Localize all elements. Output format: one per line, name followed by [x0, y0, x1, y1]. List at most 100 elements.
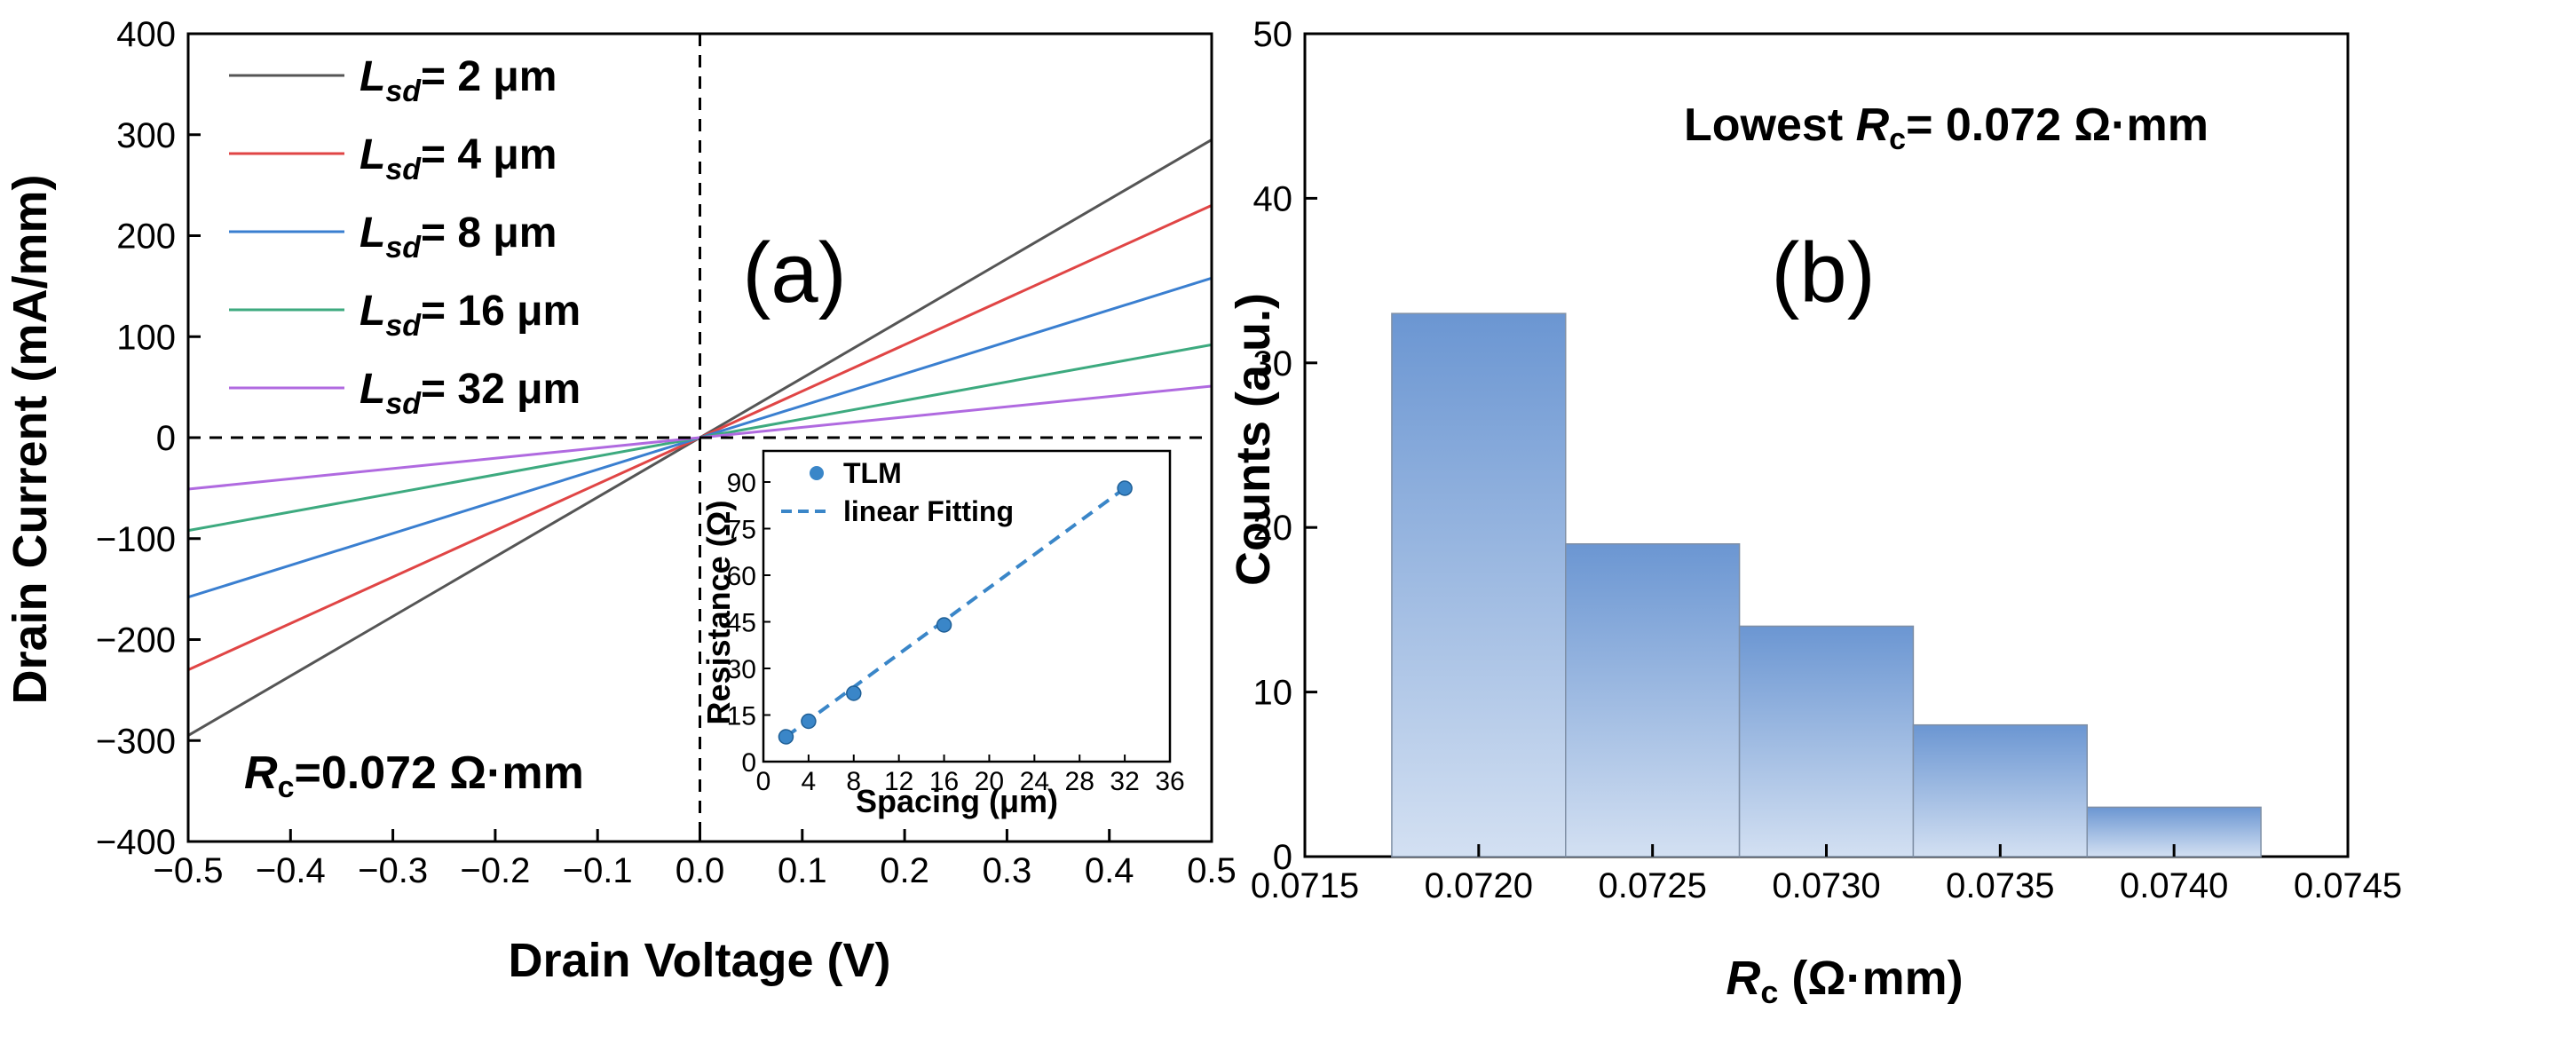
- inset-x-tick-label: 12: [884, 767, 913, 796]
- x-tick-label: 0.4: [1085, 851, 1134, 890]
- y-tick-label: 0: [156, 419, 176, 458]
- legend-subscript: sd: [385, 387, 422, 421]
- inset-x-tick-label: 4: [802, 767, 817, 796]
- inset-x-tick-label: 0: [756, 767, 771, 796]
- inset-x-tick-label: 20: [975, 767, 1004, 796]
- x-tick-label: −0.1: [563, 851, 633, 890]
- x-tick-label: 0.0730: [1772, 866, 1880, 905]
- x-tick-label: 0.5: [1187, 851, 1237, 890]
- legend-subscript: sd: [385, 231, 422, 265]
- inset-x-tick-label: 16: [929, 767, 959, 796]
- y-tick-label: 100: [116, 318, 176, 357]
- inset-x-tick-label: 28: [1065, 767, 1094, 796]
- chart-a-y-axis-title: Drain Current (mA/mm): [4, 174, 57, 704]
- chart-b-rc-symbol: R: [1856, 99, 1890, 151]
- x-tick-label: 0.0720: [1425, 866, 1533, 905]
- chart-b-rc-value: = 0.072 Ω·mm: [1906, 99, 2209, 151]
- inset-y-tick-label: 15: [727, 702, 756, 731]
- inset-y-tick-label: 0: [741, 748, 756, 778]
- chart-b-axis-ticks: 0.0715 0.0720 0.0725 0.0730 0.0735 0.0740 0.07…: [1251, 15, 2402, 905]
- chart-a-panel-label: (a): [742, 225, 846, 320]
- chart-a-rc-symbol: R: [244, 747, 278, 799]
- histogram-bar-0.0720: [1391, 312, 1567, 857]
- chart-a-rc-subscript: c: [278, 771, 295, 804]
- y-tick-label: 50: [1253, 15, 1293, 54]
- y-tick-label: 300: [116, 116, 176, 155]
- chart-b-rc-subscript: c: [1889, 122, 1906, 156]
- legend-symbol: L: [360, 209, 385, 257]
- y-tick-label: −200: [96, 621, 176, 660]
- legend-value: = 2 μm: [421, 53, 557, 100]
- chart-a-rc-annotation: Rc=0.072 Ω·mm: [244, 747, 584, 804]
- inset-y-tick-label: 60: [727, 562, 756, 591]
- inset-legend-marker: [810, 466, 824, 480]
- x-tick-label: 0.3: [983, 851, 1032, 890]
- legend-label: Lsd= 4 μm: [360, 131, 557, 186]
- inset-axis-ticks: 0 4 8 12 16 20 24 28 32 36 0 15 30 45 60 75 90: [727, 469, 1185, 796]
- legend-value: = 16 μm: [421, 288, 581, 335]
- inset-fit-line-group: [785, 486, 1126, 739]
- inset-y-axis-title: Resistance (Ω): [700, 501, 737, 725]
- legend-symbol: L: [360, 288, 385, 335]
- inset-plot-frame: [762, 449, 1172, 763]
- chart-b-x-axis-title: Rc (Ω·mm): [1726, 952, 1963, 1010]
- inset-y-tick-label: 75: [727, 516, 756, 545]
- x-tick-label: −0.5: [154, 851, 224, 890]
- legend-symbol: L: [360, 366, 385, 413]
- inset-data-point: [846, 685, 862, 701]
- y-tick-label: 200: [116, 217, 176, 257]
- legend-label: Lsd= 16 μm: [360, 288, 581, 343]
- chart-b: 0.0715 0.0720 0.0725 0.0730 0.0735 0.0740 0.07…: [1227, 15, 2402, 1010]
- chart-a-x-axis-title: Drain Voltage (V): [508, 934, 890, 987]
- chart-b-x-axis-unit: (Ω·mm): [1778, 952, 1963, 1005]
- legend-label: Lsd= 32 μm: [360, 366, 581, 421]
- inset-x-tick-label: 8: [846, 767, 861, 796]
- legend-subscript: sd: [385, 153, 422, 186]
- legend-value: = 8 μm: [421, 209, 557, 257]
- legend-value: = 32 μm: [421, 366, 581, 413]
- chart-a-inset: 0 4 8 12 16 20 24 28 32 36 0 15 30 45 60 75 90 TLM linear…: [700, 449, 1185, 819]
- x-tick-label: 0.0725: [1598, 866, 1706, 905]
- legend-subscript: sd: [385, 75, 422, 108]
- x-tick-label: −0.3: [358, 851, 428, 890]
- histogram-bar-0.0725: [1565, 542, 1741, 857]
- legend-label: Lsd= 2 μm: [360, 53, 557, 108]
- inset-legend-points-label: TLM: [843, 457, 902, 489]
- x-tick-label: 0.0745: [2294, 866, 2402, 905]
- inset-points-group: [778, 480, 1133, 745]
- chart-a-axis-ticks: −0.5 −0.4 −0.3 −0.2 −0.1 0.0 0.1 0.2 0.3 0.4 0.5 −4…: [96, 15, 1237, 890]
- legend-label: Lsd= 8 μm: [360, 209, 557, 265]
- y-tick-label: 10: [1253, 674, 1293, 713]
- chart-b-panel-label: (b): [1771, 225, 1875, 320]
- inset-x-tick-label: 32: [1110, 767, 1139, 796]
- chart-b-y-axis-title: Counts (a.u.): [1227, 293, 1280, 586]
- inset-data-point: [778, 729, 794, 745]
- inset-y-tick-label: 45: [727, 609, 756, 638]
- y-tick-label: 20: [1253, 509, 1293, 548]
- inset-data-point: [801, 713, 817, 730]
- histogram-bar-0.0730: [1738, 625, 1915, 857]
- y-tick-label: 0: [1273, 838, 1292, 877]
- inset-data-point: [936, 617, 952, 633]
- chart-b-lowest-annotation: Lowest Rc= 0.072 Ω·mm: [1684, 99, 2209, 156]
- x-tick-label: 0.0740: [2120, 866, 2228, 905]
- x-tick-label: −0.2: [460, 851, 530, 890]
- inset-y-tick-label: 90: [727, 469, 756, 498]
- inset-legend: TLM linear Fitting: [781, 457, 1014, 527]
- chart-b-x-axis-subscript: c: [1760, 974, 1778, 1010]
- inset-x-axis-title: Spacing (μm): [856, 783, 1058, 819]
- x-tick-label: −0.4: [256, 851, 326, 890]
- x-tick-label: 0.2: [880, 851, 929, 890]
- x-tick-label: 0.0: [676, 851, 725, 890]
- y-tick-label: −400: [96, 823, 176, 862]
- chart-a-rc-value: =0.072 Ω·mm: [294, 747, 583, 799]
- y-tick-label: −100: [96, 520, 176, 559]
- inset-x-tick-label: 36: [1155, 767, 1184, 796]
- inset-x-tick-label: 24: [1020, 767, 1049, 796]
- chart-a: −0.5 −0.4 −0.3 −0.2 −0.1 0.0 0.1 0.2 0.3 0.4 0.5 −4…: [4, 15, 1237, 987]
- histogram-bar-0.0735: [1912, 723, 2089, 857]
- chart-b-lowest-prefix: Lowest: [1684, 99, 1856, 151]
- x-tick-label: 0.0735: [1946, 866, 2054, 905]
